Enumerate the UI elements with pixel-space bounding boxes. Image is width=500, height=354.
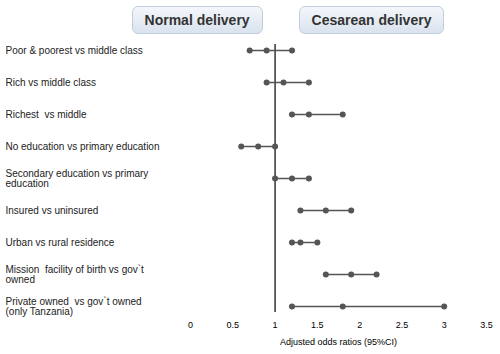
svg-text:No education vs primary educat: No education vs primary education <box>6 141 160 152</box>
svg-text:Rich vs middle class: Rich vs middle class <box>6 77 97 88</box>
svg-text:Urban vs rural residence: Urban vs rural residence <box>6 237 115 248</box>
svg-text:2.5: 2.5 <box>396 320 409 330</box>
svg-text:1: 1 <box>273 320 278 330</box>
svg-text:1.5: 1.5 <box>311 320 324 330</box>
svg-text:Poor & poorest vs middle class: Poor & poorest vs middle class <box>6 45 143 56</box>
svg-text:Secondary education vs primary: Secondary education vs primaryeducation <box>6 168 149 189</box>
svg-text:Insured vs uninsured: Insured vs uninsured <box>6 205 99 216</box>
svg-text:Private owned vs gov`t owned(: Private owned vs gov`t owned(only Tanzan… <box>6 296 142 317</box>
svg-text:Adjusted odds ratios (95%CI): Adjusted odds ratios (95%CI) <box>280 337 397 347</box>
svg-text:0.5: 0.5 <box>227 320 240 330</box>
html-text:Normal delivery: Normal delivery <box>144 12 250 28</box>
svg-text:3.5: 3.5 <box>480 320 493 330</box>
html-text:Cesarean delivery: Cesarean delivery <box>311 12 432 28</box>
svg-text:2: 2 <box>357 320 362 330</box>
svg-text:3: 3 <box>442 320 447 330</box>
svg-text:0: 0 <box>188 320 193 330</box>
svg-text:Mission facility of birth vs: Mission facility of birth vs gov`towned <box>6 264 145 285</box>
svg-text:Richest vs middle: Richest vs middle <box>6 109 88 120</box>
